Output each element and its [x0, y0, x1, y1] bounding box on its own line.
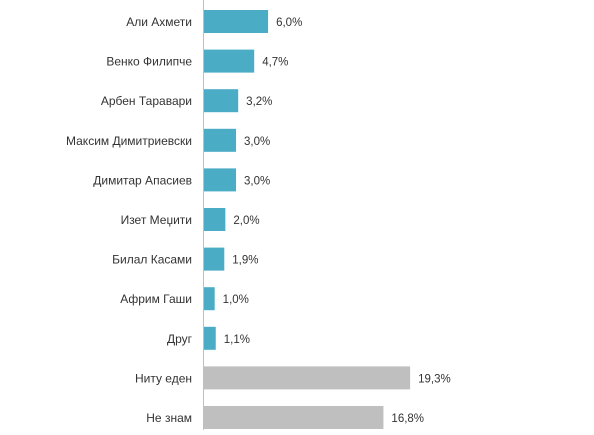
category-label: Друг	[167, 332, 193, 346]
category-label: Изет Меџити	[121, 213, 192, 227]
bar	[204, 287, 215, 311]
bar	[204, 49, 255, 73]
bar	[204, 128, 237, 152]
category-label: Африм Гаши	[120, 292, 192, 306]
category-label: Венко Филипче	[106, 55, 192, 69]
value-label: 1,1%	[224, 334, 250, 346]
category-label: Максим Димитриевски	[66, 134, 192, 148]
value-label: 1,9%	[232, 255, 258, 267]
value-label: 16,8%	[391, 413, 424, 425]
bar	[204, 247, 225, 271]
value-label: 1,0%	[223, 294, 249, 306]
category-label: Арбен Таравари	[101, 94, 192, 108]
category-label: Ниту еден	[135, 371, 192, 385]
value-label: 2,0%	[233, 215, 259, 227]
category-label: Димитар Апасиев	[93, 173, 192, 187]
value-label: 4,7%	[262, 57, 288, 69]
bar	[204, 89, 239, 113]
value-label: 3,0%	[244, 175, 270, 187]
bar	[204, 10, 269, 33]
value-label: 6,0%	[276, 17, 302, 29]
value-label: 3,0%	[244, 136, 270, 148]
bar	[204, 406, 384, 429]
bar	[204, 366, 411, 390]
value-label: 19,3%	[418, 373, 451, 385]
bar	[204, 168, 237, 192]
category-label: Али Ахмети	[126, 15, 192, 29]
bar	[204, 208, 226, 231]
category-label: Билал Касами	[112, 253, 192, 267]
value-label: 3,2%	[246, 96, 272, 108]
category-label: Не знам	[146, 411, 192, 425]
bar	[204, 326, 216, 350]
